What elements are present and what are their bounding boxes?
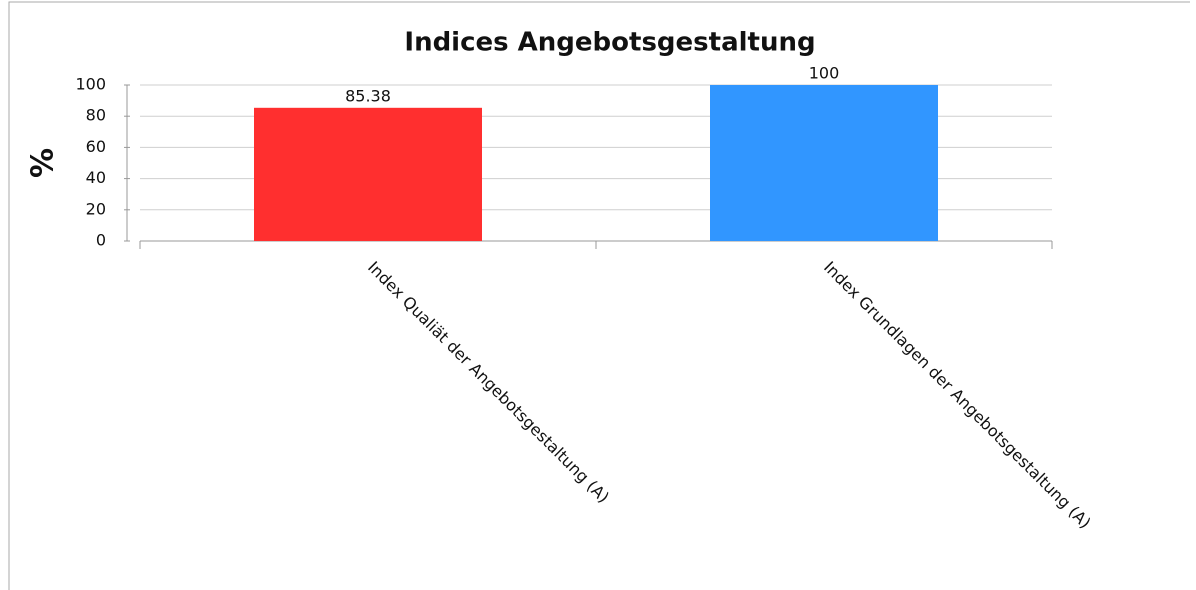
x-tick-label: Index Qualiät der Angebotsgestaltung (A) (364, 258, 613, 507)
y-tick-label: 0 (96, 231, 106, 250)
frame (8, 1, 1190, 590)
y-tick-label: 40 (86, 168, 106, 187)
y-tick-label: 60 (86, 137, 106, 156)
data-label: 100 (809, 64, 840, 83)
bar (254, 107, 482, 242)
x-tick-label: Index Grundlagen der Angebotsgestaltung … (820, 258, 1095, 533)
bar (710, 85, 938, 241)
y-tick-label: 100 (75, 75, 106, 94)
y-axis-label: % (26, 148, 61, 178)
y-tick-label: 20 (86, 199, 106, 218)
chart-title: Indices Angebotsgestaltung (404, 28, 815, 58)
y-tick-label: 80 (86, 106, 106, 125)
data-label: 85.38 (345, 86, 391, 105)
